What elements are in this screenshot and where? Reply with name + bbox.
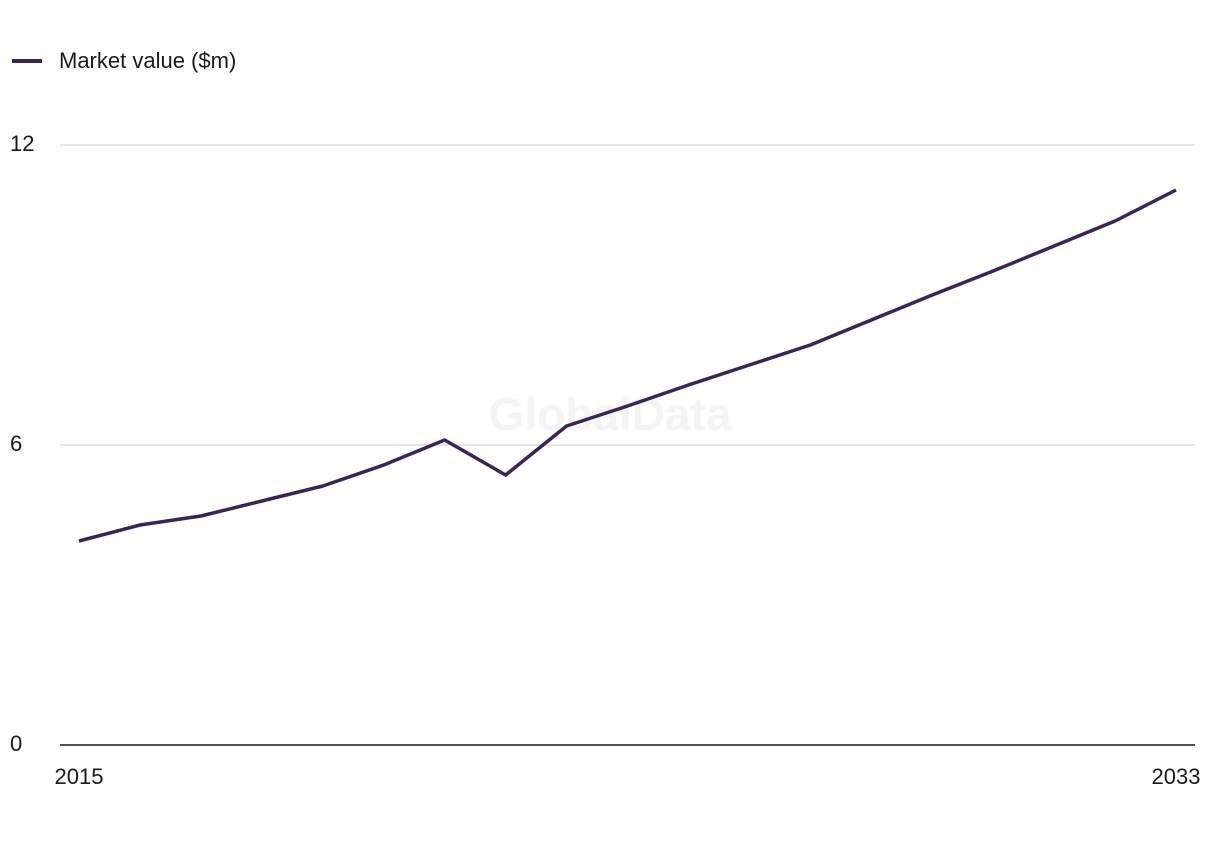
line [78, 188, 1177, 543]
x-tick-label: 2033 [1152, 764, 1201, 789]
legend-label: Market value ($m) [59, 48, 236, 73]
y-tick-label: 12 [10, 131, 34, 156]
y-tick-label: 6 [10, 431, 22, 456]
y-tick-label: 0 [10, 731, 22, 756]
watermark: GlobalData [489, 388, 732, 440]
x-tick-label: 2015 [55, 764, 104, 789]
